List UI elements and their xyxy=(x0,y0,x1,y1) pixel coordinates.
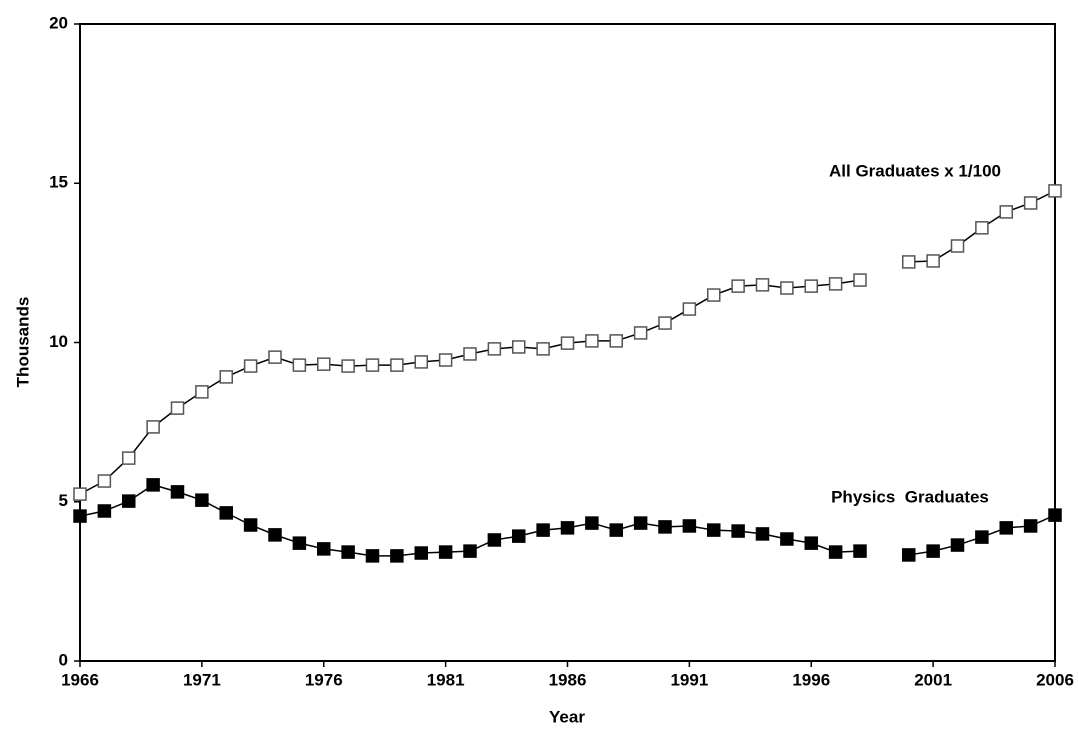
x-axis-title: Year xyxy=(549,707,585,726)
marker xyxy=(463,347,477,361)
marker xyxy=(487,533,502,547)
marker xyxy=(804,536,818,550)
marker xyxy=(292,536,307,550)
y-axis-title: Thousands xyxy=(13,297,32,388)
marker xyxy=(609,334,623,348)
marker xyxy=(438,353,453,367)
marker xyxy=(609,523,623,537)
marker xyxy=(292,358,307,372)
x-tick-label: 2006 xyxy=(1036,670,1074,689)
y-tick-label: 0 xyxy=(59,650,68,669)
marker xyxy=(975,530,989,544)
marker xyxy=(707,523,721,537)
marker xyxy=(780,532,794,546)
marker xyxy=(926,544,940,558)
x-tick-label: 1981 xyxy=(427,670,465,689)
marker xyxy=(170,485,185,499)
x-tick-label: 2001 xyxy=(914,670,952,689)
marker xyxy=(950,239,965,253)
marker xyxy=(243,518,258,532)
marker xyxy=(755,527,770,541)
x-tick-label: 1991 xyxy=(670,670,708,689)
marker xyxy=(926,254,940,268)
marker xyxy=(268,528,282,542)
x-tick-label: 1966 xyxy=(61,670,99,689)
marker xyxy=(585,334,599,348)
marker xyxy=(999,521,1013,535)
marker xyxy=(243,359,258,373)
marker xyxy=(463,544,477,558)
series-label: Physics Graduates xyxy=(831,487,989,506)
marker xyxy=(560,521,575,535)
marker xyxy=(828,277,843,291)
marker xyxy=(633,326,648,340)
x-tick-label: 1996 xyxy=(792,670,830,689)
marker xyxy=(999,205,1013,219)
marker xyxy=(853,273,867,287)
y-tick-label: 10 xyxy=(49,332,68,351)
marker xyxy=(512,340,526,354)
marker xyxy=(97,504,112,518)
marker xyxy=(146,478,160,492)
marker xyxy=(950,538,965,552)
marker xyxy=(195,385,209,399)
x-tick-label: 1986 xyxy=(549,670,587,689)
marker xyxy=(73,509,87,523)
marker xyxy=(828,545,843,559)
marker xyxy=(755,278,770,292)
marker xyxy=(1023,519,1038,533)
marker xyxy=(804,279,818,293)
marker xyxy=(902,255,916,269)
marker xyxy=(731,524,745,538)
marker xyxy=(170,401,185,415)
y-tick-label: 5 xyxy=(59,491,68,510)
x-tick-label: 1976 xyxy=(305,670,343,689)
series-label: All Graduates x 1/100 xyxy=(829,161,1001,180)
marker xyxy=(975,221,989,235)
marker xyxy=(1023,196,1038,210)
marker xyxy=(487,342,502,356)
marker xyxy=(219,506,233,520)
marker xyxy=(682,302,697,316)
y-tick-label: 20 xyxy=(49,13,68,32)
marker xyxy=(390,549,404,563)
x-tick-label: 1971 xyxy=(183,670,221,689)
marker xyxy=(853,544,867,558)
marker xyxy=(633,516,648,530)
marker xyxy=(268,350,282,364)
marker xyxy=(317,357,331,371)
marker xyxy=(658,520,672,534)
marker xyxy=(560,336,575,350)
marker xyxy=(365,549,380,563)
marker xyxy=(414,546,428,560)
marker xyxy=(390,358,404,372)
marker xyxy=(146,420,160,434)
marker xyxy=(731,279,745,293)
marker xyxy=(414,355,428,369)
marker xyxy=(341,359,355,373)
marker xyxy=(122,494,136,508)
marker xyxy=(97,474,112,488)
marker xyxy=(195,493,209,507)
marker xyxy=(682,519,697,533)
y-tick-label: 15 xyxy=(49,173,68,192)
marker xyxy=(536,342,550,356)
marker xyxy=(317,542,331,556)
marker xyxy=(438,545,453,559)
marker xyxy=(1048,508,1062,522)
marker xyxy=(512,529,526,543)
marker xyxy=(707,288,721,302)
marker xyxy=(122,451,136,465)
marker xyxy=(658,316,672,330)
marker xyxy=(341,545,355,559)
marker xyxy=(73,487,87,501)
marker xyxy=(536,523,550,537)
marker xyxy=(585,516,599,530)
marker xyxy=(365,358,380,372)
marker xyxy=(902,548,916,562)
marker xyxy=(1048,184,1062,198)
marker xyxy=(780,281,794,295)
marker xyxy=(219,370,233,384)
